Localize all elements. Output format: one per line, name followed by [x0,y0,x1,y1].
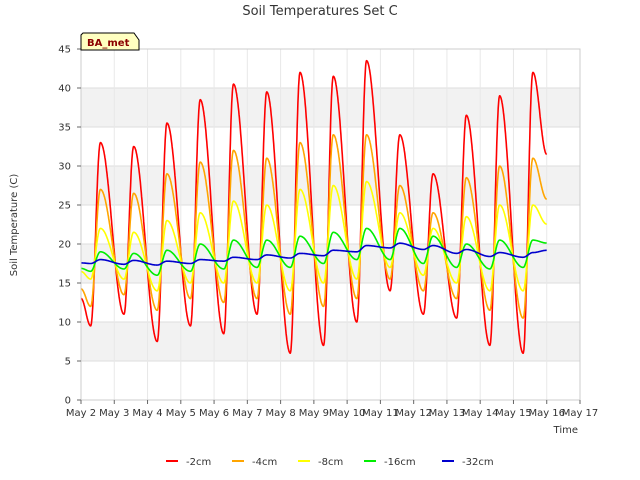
legend-label: -32cm [462,457,494,468]
chart-title: Soil Temperatures Set C [242,4,397,19]
y-tick-label: 20 [58,240,71,251]
x-tick-label: May 15 [495,408,532,419]
plot-background [81,49,580,400]
y-tick-label: 25 [58,201,71,212]
x-tick-label: May 6 [199,408,229,419]
x-tick-label: May 13 [429,408,466,419]
x-tick-label: May 2 [66,408,96,419]
legend-label: -2cm [186,457,211,468]
series-line-minus-8cm [80,180,548,292]
badge-label: BA_met [87,38,130,49]
y-tick-label: 45 [58,45,71,56]
legend-label: -4cm [252,457,277,468]
y-axis-ticks: 0 5 10 15 20 25 30 35 40 45 [58,45,81,407]
x-tick-label: May 14 [462,408,499,419]
x-tick-label: May 8 [265,408,295,419]
axes [80,48,581,401]
grid-band [81,322,580,361]
x-tick-label: May 12 [395,408,432,419]
y-tick-label: 30 [58,162,71,173]
x-tick-label: May 7 [232,408,262,419]
badge-shape [80,32,140,51]
grid-band [81,244,580,283]
x-axis-ticks: May 2 May 3 May 4 May 5 May 6 May 7 May 8 May 9… [66,400,598,419]
x-axis-label: Time [553,425,578,436]
y-tick-label: 35 [58,123,71,134]
legend-label: -16cm [384,457,416,468]
y-tick-label: 40 [58,84,71,95]
x-tick-label: May 10 [329,408,366,419]
x-tick-label: May 3 [99,408,129,419]
x-tick-label: May 4 [132,408,162,419]
legend: -2cm -4cm -8cm -16cm -32cm [166,457,494,468]
y-tick-label: 0 [65,396,71,407]
series-line-minus-16cm [80,227,548,277]
y-tick-label: 15 [58,279,71,290]
x-tick-label: May 9 [299,408,329,419]
x-tick-label: May 17 [562,408,599,419]
series-line-minus-32cm [80,242,548,266]
y-tick-label: 5 [65,357,71,368]
y-tick-label: 10 [58,318,71,329]
legend-label: -8cm [318,457,343,468]
x-tick-label: May 11 [362,408,399,419]
x-tick-label: May 5 [166,408,196,419]
series-lines [80,59,548,355]
y-axis-label: Soil Temperature (C) [9,174,20,277]
plot-frame [80,48,581,401]
station-badge: BA_met [80,32,140,51]
x-tick-label: May 16 [528,408,565,419]
